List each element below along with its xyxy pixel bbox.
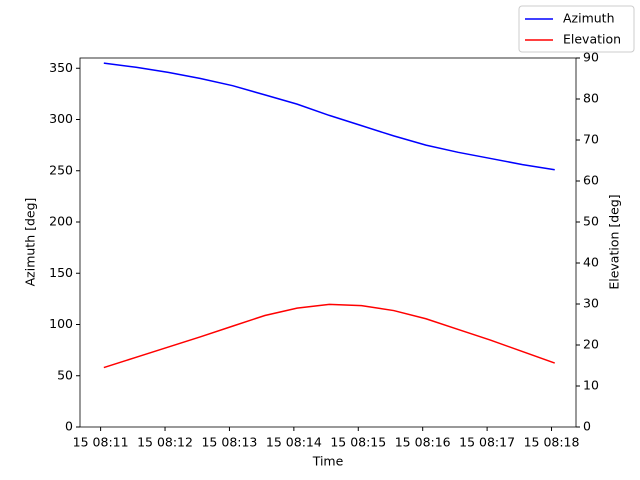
y-tick-label: 250 [49,162,73,177]
y2-tick-label: 50 [583,214,599,229]
x-tick-label: 15 08:16 [395,435,451,450]
y2-tick-label: 90 [583,50,599,65]
x-tick-label: 15 08:13 [201,435,257,450]
y2-tick-label: 10 [583,378,599,393]
y-tick-label: 150 [49,265,73,280]
y-tick-label: 300 [49,111,73,126]
x-tick-label: 15 08:11 [73,435,129,450]
y2-tick-label: 70 [583,132,599,147]
y2-axis-label: Elevation [deg] [607,194,622,289]
y2-tick-label: 60 [583,173,599,188]
plot-frame [79,57,577,428]
y2-tick-label: 20 [583,337,599,352]
y-tick-label: 0 [65,419,73,434]
y-tick-label: 200 [49,214,73,229]
y2-tick-label: 0 [583,419,591,434]
x-axis-label: Time [312,454,344,469]
y-tick-label: 100 [49,316,73,331]
y-tick-label: 50 [57,367,73,382]
x-tick-label: 15 08:18 [524,435,580,450]
legend-label: Azimuth [563,11,615,26]
y2-tick-label: 40 [583,255,599,270]
y2-tick-label: 80 [583,91,599,106]
y-tick-label: 350 [49,60,73,75]
x-tick-label: 15 08:15 [330,435,386,450]
x-tick-label: 15 08:14 [266,435,322,450]
legend-label: Elevation [563,32,621,47]
series-line [103,62,555,171]
x-tick-label: 15 08:12 [137,435,193,450]
series-line [103,303,555,369]
y2-tick-label: 30 [583,296,599,311]
x-tick-label: 15 08:17 [459,435,515,450]
y-axis-label: Azimuth [deg] [23,198,38,287]
